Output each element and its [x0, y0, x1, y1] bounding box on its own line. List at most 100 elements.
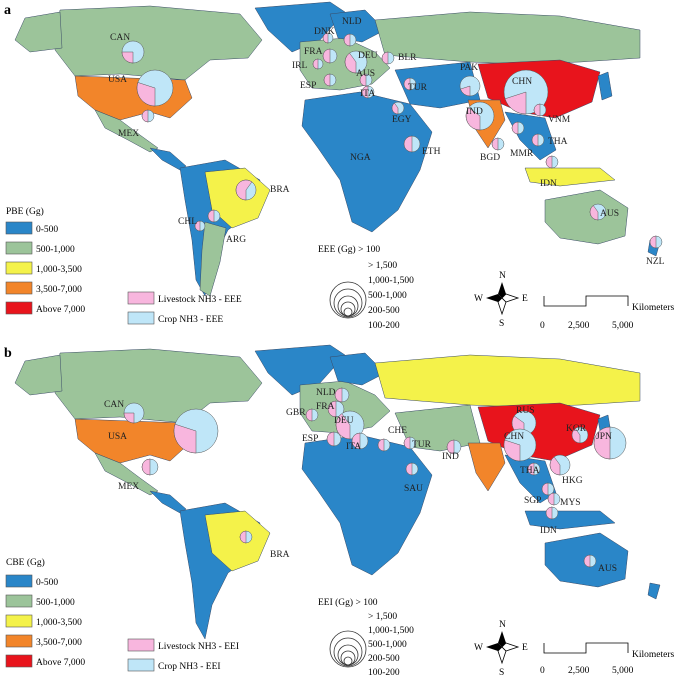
map-b-svg: b CANUSAMEXBRANLDFRAGBRDEUESPITACHETURSA…: [4, 344, 675, 678]
country-idn-26-livestock-slice: [545, 155, 553, 169]
compass-w-a: W: [474, 294, 483, 304]
central-america-a: [149, 147, 187, 171]
alaska-b: [14, 354, 63, 396]
country-eth-18-livestock-slice: [403, 135, 413, 153]
size-class-b-2: 500-1,000: [368, 640, 407, 650]
country-fra-8-livestock-slice: [322, 48, 331, 64]
scandinavia-a: [329, 9, 386, 43]
country-sau-12-livestock-slice: [405, 462, 413, 476]
size-title-b: EEI (Gg) > 100: [318, 597, 378, 608]
country-gbr-6-label: GBR: [286, 408, 306, 418]
australia-a: [544, 189, 629, 245]
legend-label-b-4: Above 7,000: [36, 658, 85, 668]
legend-swatch-a-2: [5, 261, 33, 275]
country-usa-1-livestock-slice: [136, 82, 156, 107]
scale-tick-a-1: 2,500: [568, 321, 590, 331]
country-deu-7-livestock-slice: [335, 413, 351, 440]
mideast-a: [394, 61, 481, 109]
country-nld-7-label: NLD: [342, 17, 362, 27]
canada-a: [54, 5, 263, 81]
country-tur-11-label: TUR: [412, 440, 432, 450]
pie-legend-swatch-crop-a: [127, 311, 155, 325]
country-esp-8-livestock-slice: [326, 431, 335, 447]
country-idn-22-livestock-slice: [545, 506, 553, 520]
country-pak-19-livestock-slice: [460, 85, 471, 97]
pie-legend-b: Livestock NH3 - EEI Crop NH3 - EEI: [127, 638, 239, 672]
pie-markers-a: [121, 32, 663, 249]
country-ita-14-label: ITA: [360, 89, 375, 99]
country-can-0-livestock-slice: [123, 412, 135, 424]
pie-legend-swatch-livestock-a: [127, 291, 155, 305]
legend-swatch-a-3: [5, 281, 33, 295]
class-legend-b: CBE (Gg) 0-500 500-1,000 1,000-3,500 3,5…: [5, 557, 85, 668]
legend-swatch-b-2: [5, 614, 33, 628]
country-mex-2-livestock-slice: [141, 458, 151, 476]
alaska-a: [14, 11, 63, 53]
country-rus-14-label: RUS: [516, 406, 534, 416]
scale-bar-b: Kilometers 0 2,500 5,000: [540, 642, 675, 676]
country-nzl-28-livestock-slice: [649, 235, 657, 249]
country-blr-12-label: BLR: [398, 53, 417, 63]
compass-w-b: W: [474, 643, 483, 653]
country-ita-9-livestock-slice: [351, 432, 361, 450]
map-panel-a: a CAN USA MEX BRA CHL ARG DNK NLD FRA IRL ESP DEU BL…: [0, 0, 685, 340]
country-egy-16-livestock-slice: [391, 102, 399, 115]
country-tha-18-livestock-slice: [527, 462, 535, 476]
legend-label-a-0: 0-500: [36, 225, 58, 235]
pie-legend-a: Livestock NH3 - EEE Crop NH3 - EEE: [127, 291, 242, 325]
legend-swatch-b-4: [5, 654, 33, 668]
country-ita-14-livestock-slice: [361, 85, 369, 99]
country-eth-18-label: ETH: [422, 147, 441, 157]
country-pak-19-label: PAK: [460, 63, 478, 73]
size-legend-b: EEI (Gg) > 100 > 1,500 1,000-1,500 500-1…: [318, 597, 414, 678]
country-mmr-23-label: MMR: [510, 149, 534, 159]
country-ind-21-label: IND: [466, 107, 483, 117]
scale-unit-a: Kilometers: [632, 303, 675, 313]
country-che-10-livestock-slice: [377, 438, 385, 452]
country-idn-26-label: IDN: [540, 179, 557, 189]
central-america-b: [149, 490, 187, 514]
russia-b: [374, 354, 641, 408]
argentina-a: [199, 221, 227, 297]
legend-swatch-b-0: [5, 574, 33, 588]
russia-a: [374, 11, 641, 65]
country-aus-13-livestock-slice: [359, 73, 367, 87]
country-tha-25-livestock-slice: [531, 133, 539, 147]
legend-swatch-a-0: [5, 221, 33, 235]
country-aus-27-livestock-slice: [589, 205, 599, 221]
size-class-b-3: 200-500: [368, 654, 400, 664]
country-sgp-20-label: SGP: [524, 496, 541, 506]
country-nzl-28-label: NZL: [646, 257, 665, 267]
size-legend-a: EEE (Gg) > 100 > 1,500 1,000-1,500 500-1…: [318, 244, 414, 331]
legend-label-b-3: 3,500-7,000: [36, 638, 82, 648]
country-irl-9-label: IRL: [292, 61, 308, 71]
country-sau-12-label: SAU: [404, 484, 423, 494]
size-class-b-1: 1,000-1,500: [368, 626, 414, 636]
country-bra-3-label: BRA: [270, 550, 290, 560]
compass-n-b: N: [499, 620, 506, 630]
country-kor-16-livestock-slice: [571, 428, 581, 444]
country-fra-8-label: FRA: [304, 47, 323, 57]
country-mys-21-livestock-slice: [547, 492, 555, 506]
country-irl-9-livestock-slice: [312, 58, 319, 70]
usa-a: [74, 75, 193, 121]
pie-legend-swatch-livestock-b: [127, 638, 155, 652]
country-aus-23-livestock-slice: [583, 554, 591, 568]
country-vnm-24-label: VNM: [548, 115, 571, 125]
scale-unit-b: Kilometers: [632, 650, 675, 660]
country-dnk-6-livestock-slice: [322, 32, 329, 44]
compass-e-b: E: [522, 643, 528, 653]
country-labels-a: CAN USA MEX BRA CHL ARG DNK NLD FRA IRL ESP DEU BLR A…: [108, 17, 665, 267]
scale-tick-b-1: 2,500: [568, 666, 590, 676]
country-mex-2-label: MEX: [118, 129, 139, 139]
country-jpn-17-label: JPN: [596, 432, 612, 442]
country-tha-18-label: THA: [520, 466, 540, 476]
country-sgp-20-livestock-slice: [541, 482, 549, 496]
country-tur-15-livestock-slice: [403, 77, 411, 91]
country-ind-21-livestock-slice: [465, 107, 481, 131]
country-labels-b: CAN USA MEX BRA NLD FRA GBR DEU ESP ITA CHE TUR SAU I…: [104, 388, 617, 574]
canada-b: [54, 348, 263, 424]
country-ind-13-label: IND: [442, 452, 459, 462]
country-bgd-22-livestock-slice: [491, 137, 499, 151]
legend-swatch-b-3: [5, 634, 33, 648]
